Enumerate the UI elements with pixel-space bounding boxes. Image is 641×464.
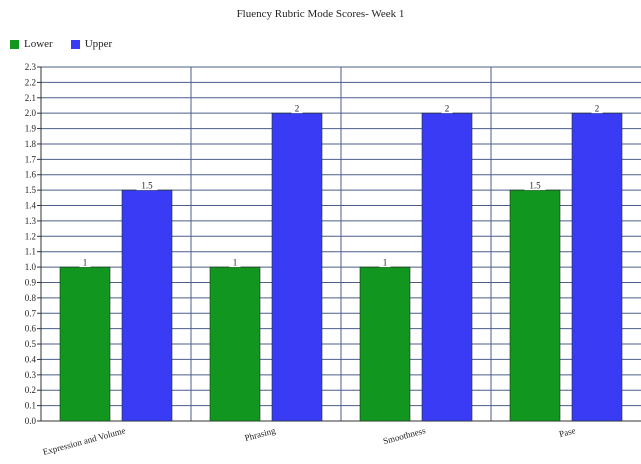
data-label: 1 xyxy=(383,258,388,268)
legend-swatch-lower xyxy=(10,39,19,49)
legend-label-lower: Lower xyxy=(24,38,53,50)
y-tick-label: 1.9 xyxy=(25,124,37,134)
bar-lower xyxy=(59,266,111,422)
y-tick-label: 0.8 xyxy=(25,293,37,303)
y-tick-label: 0.6 xyxy=(25,324,37,334)
y-tick-label: 1.8 xyxy=(25,139,37,149)
y-tick-label: 0.2 xyxy=(25,385,36,395)
y-tick-label: 1.7 xyxy=(25,154,37,164)
data-label: 2 xyxy=(595,104,600,114)
bar-upper xyxy=(121,189,173,422)
data-label: 1 xyxy=(83,258,88,268)
bar-lower xyxy=(209,266,261,422)
legend-item-upper: Upper xyxy=(70,38,113,50)
y-tick-label: 1.5 xyxy=(25,185,37,195)
y-tick-label: 1.2 xyxy=(25,231,36,241)
data-label-bg xyxy=(379,258,391,268)
legend-label-upper: Upper xyxy=(84,38,113,50)
y-tick-label: 2.0 xyxy=(25,108,37,118)
y-tick-label: 1.1 xyxy=(25,247,36,257)
data-label: 1.5 xyxy=(529,181,541,191)
chart-title: Fluency Rubric Mode Scores- Week 1 xyxy=(236,8,405,20)
y-tick-label: 0.7 xyxy=(25,308,37,318)
bar-lower xyxy=(509,189,561,422)
data-label: 1.5 xyxy=(141,181,153,191)
y-tick-label: 1.4 xyxy=(25,201,37,211)
data-label: 2 xyxy=(295,104,300,114)
y-tick-label: 2.1 xyxy=(25,93,36,103)
data-label-bg xyxy=(591,104,603,114)
data-label-bg xyxy=(229,258,241,268)
x-tick-label: Smoothness xyxy=(382,425,427,446)
legend-swatch-upper xyxy=(70,39,80,49)
y-tick-label: 0.4 xyxy=(25,354,37,364)
bar-lower xyxy=(359,266,411,422)
data-label: 2 xyxy=(445,104,450,114)
data-label-bg xyxy=(291,104,303,114)
y-tick-label: 0.3 xyxy=(25,370,37,380)
data-label-bg xyxy=(79,258,91,268)
data-label-bg xyxy=(136,181,158,191)
chart-legend: Lower Upper xyxy=(10,38,112,50)
bar-upper xyxy=(571,112,623,422)
y-tick-label: 0.9 xyxy=(25,277,37,287)
bar-upper xyxy=(271,112,323,422)
bar-upper xyxy=(421,112,473,422)
y-tick-label: 2.2 xyxy=(25,77,36,87)
y-tick-label: 0.1 xyxy=(25,401,36,411)
data-label: 1 xyxy=(233,258,238,268)
x-tick-label: Expression and Volume xyxy=(42,425,127,457)
data-label-bg xyxy=(441,104,453,114)
x-tick-label: Phrasing xyxy=(244,425,277,443)
y-tick-label: 2.3 xyxy=(25,62,37,72)
y-tick-label: 1.3 xyxy=(25,216,37,226)
y-tick-label: 1.6 xyxy=(25,170,37,180)
y-tick-label: 0.0 xyxy=(25,416,37,426)
legend-item-lower: Lower xyxy=(10,38,53,50)
y-tick-label: 1.0 xyxy=(25,262,37,272)
y-tick-label: 0.5 xyxy=(25,339,37,349)
data-label-bg xyxy=(524,181,546,191)
x-tick-label: Pase xyxy=(558,425,577,439)
